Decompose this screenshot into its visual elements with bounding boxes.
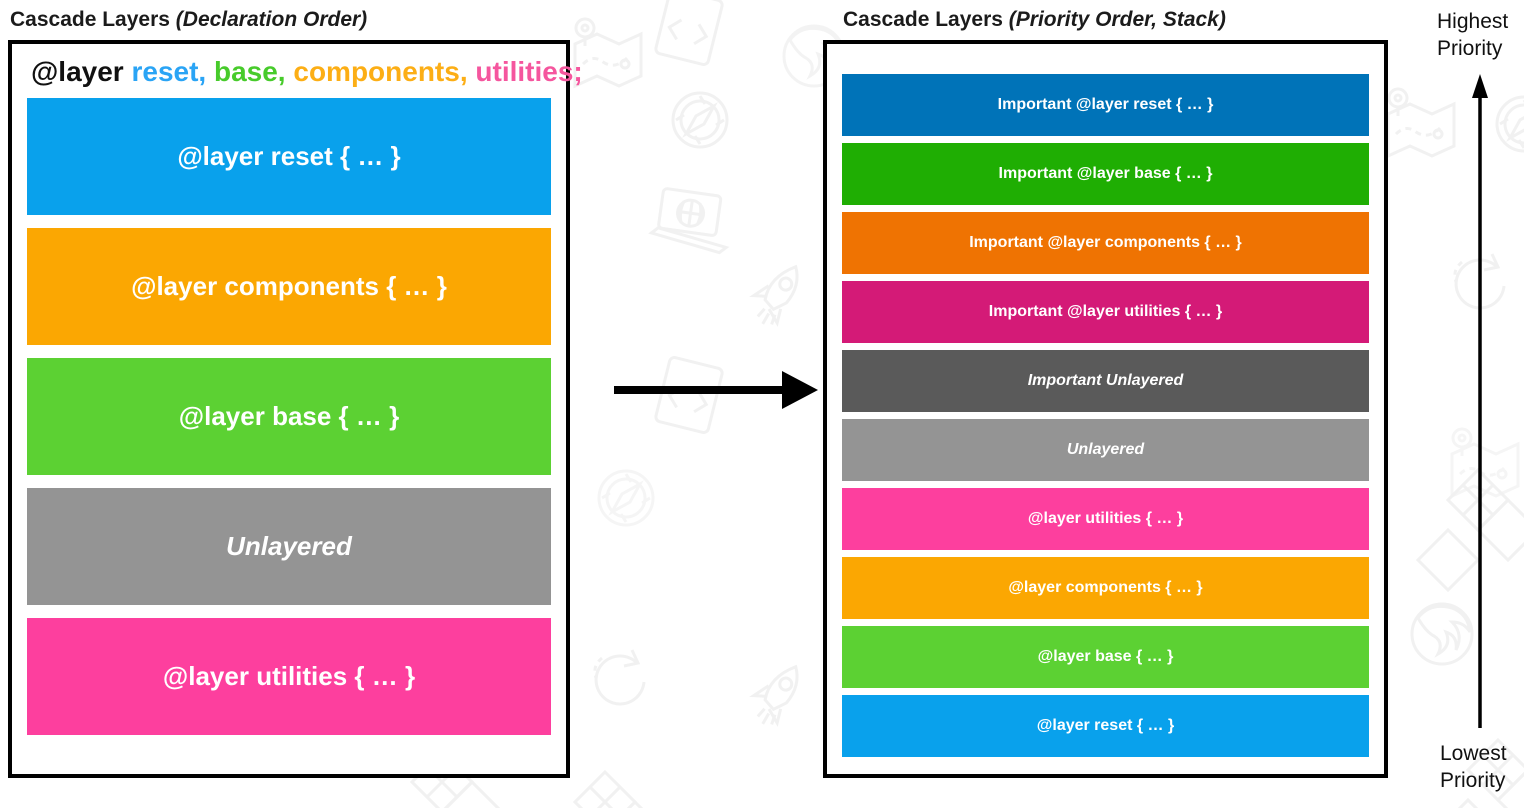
priority-axis-arrow-icon [1472, 74, 1488, 728]
layer-bar-label: Unlayered [1066, 441, 1145, 458]
priority-order-bar-list: Important @layer reset { … } Important @… [842, 74, 1369, 757]
layer-bar: @layer utilities { … } [27, 618, 551, 735]
code-keyword: @layer [31, 56, 124, 87]
layer-bar-label: @layer base { … } [178, 401, 400, 431]
layer-bar-label: Important @layer utilities { … } [988, 303, 1223, 320]
layer-bar: Important @layer utilities { … } [842, 281, 1369, 343]
left-panel-title-qualifier: (Declaration Order) [175, 8, 368, 31]
layer-bar-label: Unlayered [226, 531, 352, 561]
layer-bar-label: Important @layer base { … } [998, 165, 1213, 182]
declaration-order-bar-list: @layer reset { … } @layer components { …… [27, 98, 551, 735]
layer-bar: Important @layer reset { … } [842, 74, 1369, 136]
layer-bar: @layer reset { … } [27, 98, 551, 215]
layer-bar-label: @layer utilities { … } [1027, 510, 1184, 527]
layer-bar-label: Important @layer reset { … } [997, 96, 1214, 113]
layer-bar: @layer components { … } [842, 557, 1369, 619]
code-token: base, [206, 56, 286, 87]
left-panel-title: Cascade Layers (Declaration Order) [10, 8, 367, 32]
layer-bar-label: @layer base { … } [1037, 648, 1174, 665]
layer-bar-label: @layer utilities { … } [162, 661, 416, 691]
highest-priority-label: Highest Priority [1437, 8, 1508, 62]
right-panel-title: Cascade Layers (Priority Order, Stack) [843, 8, 1226, 32]
layer-bar: @layer components { … } [27, 228, 551, 345]
right-panel-title-main: Cascade Layers [843, 8, 1009, 31]
layer-bar: @layer reset { … } [842, 695, 1369, 757]
layer-bar-label: @layer reset { … } [1036, 717, 1175, 734]
layer-bar-label: @layer components { … } [1008, 579, 1203, 596]
right-panel-title-qualifier: (Priority Order, Stack) [1008, 8, 1226, 31]
lowest-priority-label: Lowest Priority [1440, 740, 1507, 794]
layer-bar: Important @layer base { … } [842, 143, 1369, 205]
layer-bar-label: Important Unlayered [1027, 372, 1184, 389]
declaration-order-panel: @layer reset, base, components, utilitie… [8, 40, 583, 778]
priority-order-panel: Important @layer reset { … } Important @… [823, 40, 1388, 778]
layer-bar: @layer utilities { … } [842, 488, 1369, 550]
layer-bar: Important @layer components { … } [842, 212, 1369, 274]
code-token: utilities; [467, 56, 583, 87]
code-token: reset, [123, 56, 207, 87]
layer-bar: Unlayered [27, 488, 551, 605]
left-panel-title-main: Cascade Layers [10, 8, 176, 31]
layer-declaration-code: @layer reset, base, components, utilitie… [31, 56, 583, 88]
code-token-list: reset, base, components, utilities; [123, 56, 583, 87]
layer-bar-label: @layer reset { … } [177, 141, 401, 171]
layer-bar-label: @layer components { … } [131, 271, 447, 301]
layer-bar: @layer base { … } [842, 626, 1369, 688]
layer-bar: @layer base { … } [27, 358, 551, 475]
layer-bar-label: Important @layer components { … } [969, 234, 1242, 251]
layer-bar: Unlayered [842, 419, 1369, 481]
code-token: components, [285, 56, 468, 87]
flow-arrow-icon [614, 371, 818, 409]
highest-priority-line2: Priority [1437, 37, 1503, 60]
highest-priority-line1: Highest [1437, 10, 1509, 33]
lowest-priority-line2: Priority [1440, 769, 1506, 792]
lowest-priority-line1: Lowest [1440, 742, 1507, 765]
layer-bar: Important Unlayered [842, 350, 1369, 412]
